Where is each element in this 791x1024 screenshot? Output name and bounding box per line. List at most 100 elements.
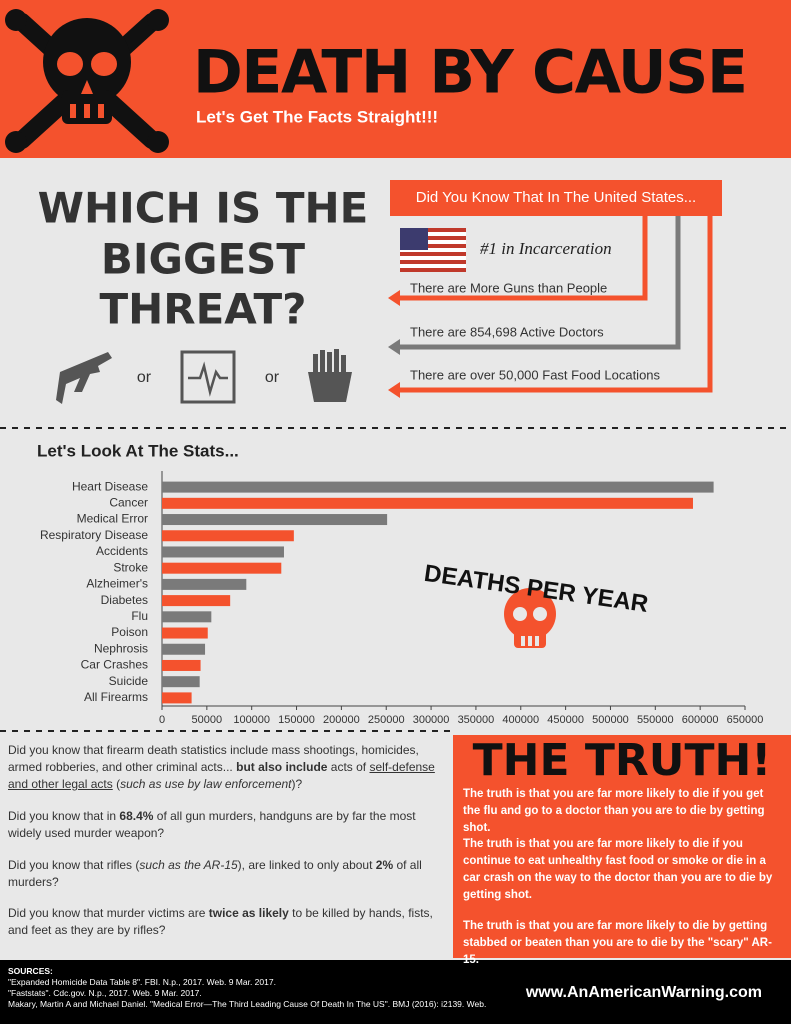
did-you-know-box: [390, 180, 722, 216]
page-title: DEATH BY CAUSE: [193, 38, 748, 108]
text: )?: [291, 777, 303, 791]
fries-icon: [308, 349, 352, 402]
website: www.AnAmericanWarning.com: [525, 984, 762, 1001]
y-tick-label: Poison: [111, 625, 148, 639]
bar: [162, 546, 284, 558]
bar: [162, 481, 714, 493]
truth-paragraph: The truth is that you are far more likel…: [463, 838, 773, 901]
threat-question: WHICH IS THE: [38, 184, 369, 233]
text: such as the AR-15: [139, 858, 238, 872]
bar: [162, 595, 231, 607]
bar: [162, 562, 282, 574]
bar: [162, 643, 206, 655]
x-tick-label: 450000: [547, 714, 584, 726]
bar: [162, 611, 212, 623]
y-tick-label: Stroke: [113, 560, 148, 574]
bar-chart: 0 50000 100000 150000 200000 250000 300000 3500…: [40, 471, 763, 726]
fact-text: There are 854,698 Active Doctors: [410, 324, 604, 339]
text: Did you know that firearm death statisti…: [8, 743, 419, 774]
text: such as use by law enforcement: [120, 777, 292, 791]
did-you-know-heading: Did You Know That In The United States..…: [416, 189, 696, 206]
us-flag: [400, 228, 466, 272]
x-tick-label: 0: [159, 714, 165, 726]
y-tick-label: Diabetes: [101, 593, 148, 607]
x-tick-label: 150000: [278, 714, 315, 726]
sources-heading: SOURCES:: [8, 966, 53, 976]
bar: [162, 578, 247, 590]
y-tick-label: Heart Disease: [72, 479, 148, 493]
fact-text: There are over 50,000 Fast Food Location…: [410, 367, 661, 382]
x-tick-label: 400000: [502, 714, 539, 726]
skull-icon: [5, 9, 169, 153]
text: acts of: [327, 760, 370, 774]
truth-paragraph: The truth is that you are far more likel…: [463, 920, 772, 966]
truth-title: THE TRUTH!: [473, 735, 772, 786]
x-tick-label: 350000: [458, 714, 495, 726]
x-tick-label: 650000: [727, 714, 764, 726]
text: of all murders?: [8, 858, 422, 889]
x-tick-label: 550000: [637, 714, 674, 726]
text: but also include: [236, 760, 328, 774]
bar: [162, 497, 693, 509]
arrow-head: [388, 382, 400, 398]
x-tick-label: 300000: [413, 714, 450, 726]
y-tick-label: Accidents: [96, 544, 148, 558]
incarceration-badge: #1 in Incarceration: [480, 239, 612, 258]
x-tick-label: 100000: [233, 714, 270, 726]
text: Did you know that in: [8, 809, 120, 823]
threat-question: THREAT?: [99, 285, 306, 334]
question: Did you know that firearm death statisti…: [8, 742, 448, 793]
heartbeat-icon: [180, 350, 236, 404]
bar: [162, 676, 200, 688]
chart-title: Let's Look At The Stats...: [37, 441, 239, 460]
text: Did you know that rifles (: [8, 858, 140, 872]
x-tick-label: 200000: [323, 714, 360, 726]
y-tick-label: Suicide: [109, 674, 149, 688]
text: (: [112, 777, 121, 791]
sources: SOURCES: "Expanded Homicide Data Table 8…: [8, 966, 528, 1010]
bar: [162, 659, 201, 671]
y-tick-label: All Firearms: [84, 690, 148, 704]
bar: [162, 514, 388, 526]
text: Did you know that murder victims are: [8, 906, 209, 920]
x-tick-label: 250000: [368, 714, 405, 726]
question: Did you know that murder victims are twi…: [8, 905, 433, 939]
page-subtitle: Let's Get The Facts Straight!!!: [196, 107, 438, 126]
y-tick-label: Cancer: [109, 495, 148, 509]
source-item: "Expanded Homicide Data Table 8". FBI. N…: [8, 977, 276, 987]
text: ), are linked to only about: [237, 858, 376, 872]
x-tick-label: 50000: [192, 714, 223, 726]
y-tick-label: Nephrosis: [94, 641, 148, 655]
y-tick-label: Respiratory Disease: [40, 528, 148, 542]
y-tick-label: Flu: [131, 609, 148, 623]
truth-paragraph: The truth is that you are far more likel…: [463, 788, 765, 834]
x-tick-label: 500000: [592, 714, 629, 726]
or-text: or: [137, 369, 152, 386]
chart-skull: [504, 588, 556, 648]
threat-question: BIGGEST: [101, 235, 306, 284]
rifle-icon: [56, 352, 112, 404]
source-item: "Faststats". Cdc.gov. N.p., 2017. Web. 9…: [8, 988, 202, 998]
bar: [162, 692, 192, 704]
source-item: Makary, Martin A and Michael Daniel. "Me…: [8, 999, 487, 1009]
bar: [162, 530, 294, 542]
footer-band: [0, 960, 791, 1024]
arrow-head: [388, 290, 400, 306]
text: 2%: [375, 858, 394, 872]
truth-box: [453, 735, 791, 958]
question: Did you know that in 68.4% of all gun mu…: [8, 808, 433, 842]
text: to be killed by hands, fists, and feet a…: [8, 906, 433, 937]
or-text: or: [265, 369, 280, 386]
text: twice as likely: [208, 906, 289, 920]
text: 68.4%: [119, 809, 154, 823]
fact-text: There are More Guns than People: [410, 280, 607, 295]
text: of all gun murders, handguns are by far …: [8, 809, 416, 840]
x-tick-label: 600000: [682, 714, 719, 726]
bar: [162, 627, 208, 639]
arrow-head: [388, 339, 400, 355]
y-tick-label: Alzheimer's: [86, 577, 148, 591]
question: Did you know that rifles (such as the AR…: [8, 857, 433, 891]
text: self-defense and other legal acts: [8, 760, 435, 791]
